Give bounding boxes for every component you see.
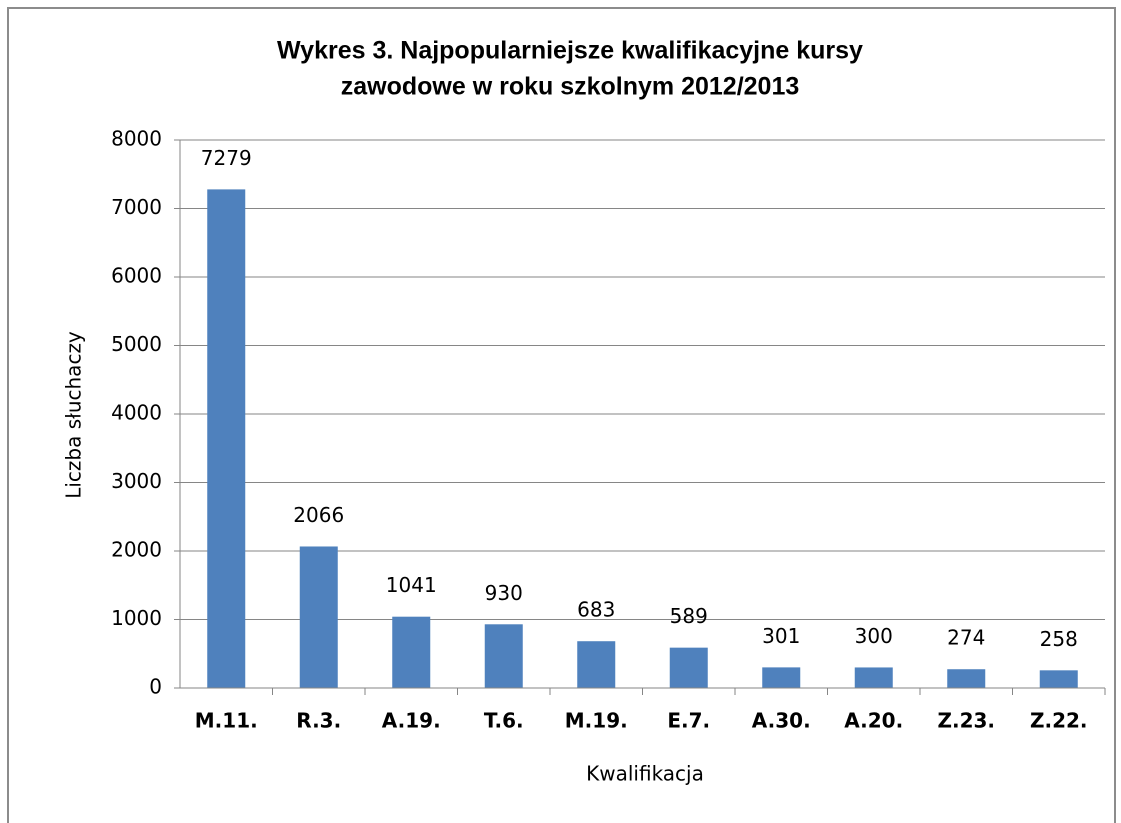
x-tick-label: A.20. [844, 709, 903, 733]
y-tick-label: 1000 [111, 606, 162, 630]
x-tick-label: E.7. [667, 709, 710, 733]
bar [207, 189, 246, 689]
data-label: 274 [947, 626, 985, 650]
y-tick-label: 3000 [111, 469, 162, 493]
data-label: 930 [485, 581, 523, 605]
bar [854, 667, 893, 688]
y-tick-label: 7000 [111, 195, 162, 219]
data-label: 301 [762, 624, 800, 648]
data-label: 1041 [386, 573, 437, 597]
bar [947, 669, 986, 688]
bar [762, 667, 801, 688]
data-label: 683 [577, 598, 615, 622]
y-tick-label: 5000 [111, 332, 162, 356]
chart-title: zawodowe w roku szkolnym 2012/2013 [341, 73, 800, 101]
chart-title: Wykres 3. Najpopularniejsze kwalifikacyj… [277, 37, 863, 65]
x-axis-label: Kwalifikacja [586, 762, 704, 786]
data-label: 7279 [201, 146, 252, 170]
data-label: 589 [670, 604, 708, 628]
y-tick-label: 0 [149, 675, 162, 699]
x-tick-label: A.30. [752, 709, 811, 733]
x-tick-label: M.19. [565, 709, 628, 733]
x-tick-label: R.3. [296, 709, 341, 733]
bar [669, 647, 708, 688]
x-tick-label: A.19. [382, 709, 441, 733]
data-label: 2066 [293, 503, 344, 527]
bar [392, 616, 431, 688]
chart-frame [7, 7, 1116, 823]
x-tick-label: M.11. [195, 709, 258, 733]
bar [577, 641, 616, 688]
data-label: 300 [855, 624, 893, 648]
y-tick-label: 6000 [111, 264, 162, 288]
y-tick-label: 4000 [111, 401, 162, 425]
x-tick-label: Z.23. [937, 709, 995, 733]
x-tick-label: Z.22. [1030, 709, 1088, 733]
y-tick-label: 8000 [111, 127, 162, 151]
bar [1039, 670, 1078, 688]
data-label: 258 [1040, 627, 1078, 651]
bar [484, 624, 523, 688]
y-tick-label: 2000 [111, 538, 162, 562]
x-tick-label: T.6. [484, 709, 524, 733]
y-axis-label: Liczba słuchaczy [62, 331, 86, 499]
bar [299, 546, 338, 688]
